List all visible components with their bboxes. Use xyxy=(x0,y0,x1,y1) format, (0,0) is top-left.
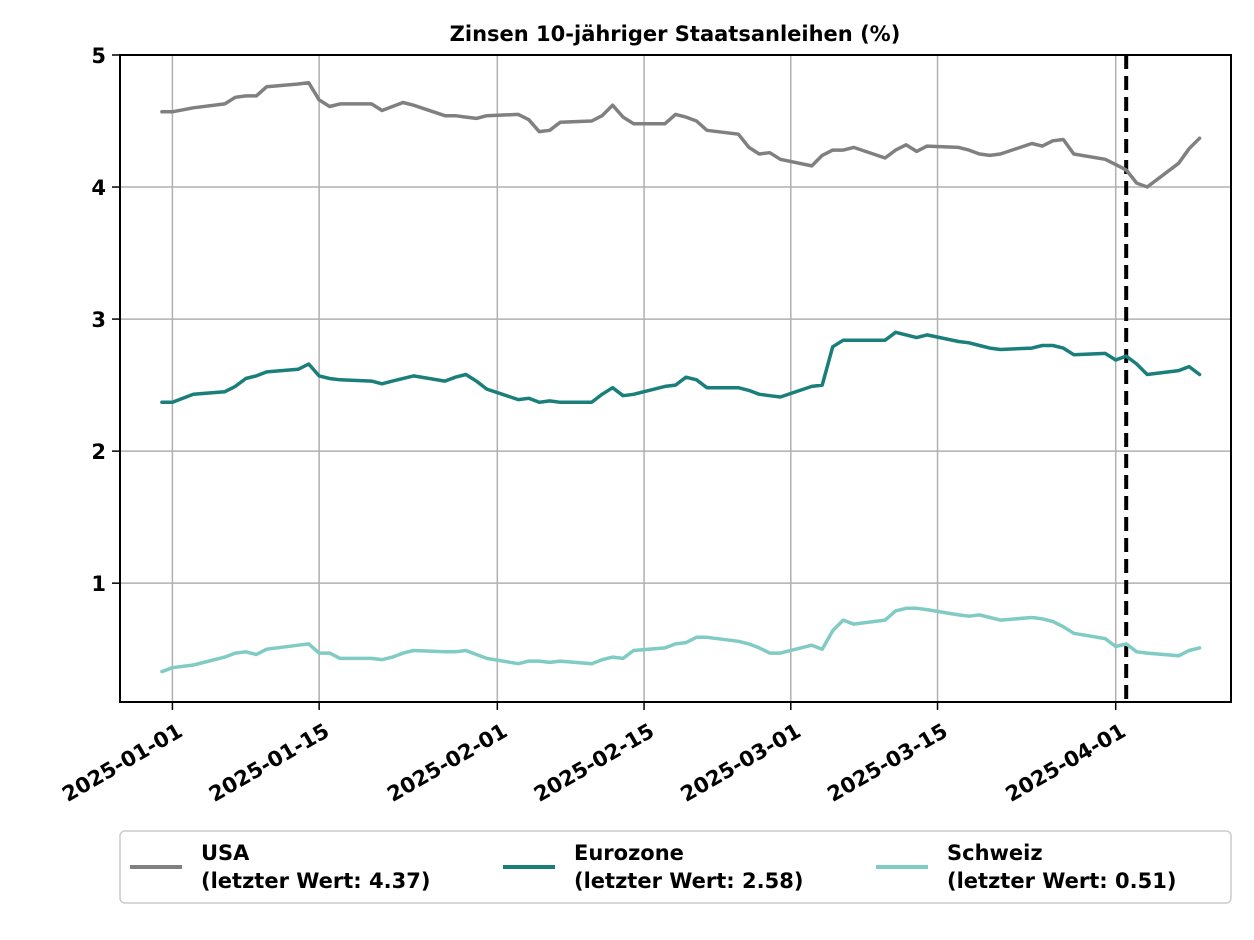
y-tick-label: 3 xyxy=(91,308,106,332)
legend-entry-schweiz: Schweiz (letzter Wert: 0.51) xyxy=(876,841,1176,893)
legend-label-eurozone: (letzter Wert: 2.58) xyxy=(574,869,803,893)
legend: USA (letzter Wert: 4.37) Eurozone (letzter … xyxy=(119,830,1232,904)
legend-label-usa: (letzter Wert: 4.37) xyxy=(201,869,430,893)
legend-label-schweiz: (letzter Wert: 0.51) xyxy=(947,869,1176,893)
y-tick-label: 2 xyxy=(91,440,106,464)
y-axis: 1 2 3 4 5 xyxy=(91,44,120,596)
legend-label-eurozone: Eurozone xyxy=(574,841,684,865)
y-tick-label: 4 xyxy=(91,176,106,200)
series-line-eurozone xyxy=(160,330,1202,405)
chart-title: Zinsen 10-jähriger Staatsanleihen (%) xyxy=(450,22,901,46)
legend-entry-eurozone: Eurozone (letzter Wert: 2.58) xyxy=(503,841,803,893)
grid-lines xyxy=(120,54,1231,702)
series-line-schweiz xyxy=(160,606,1202,674)
y-tick-label: 5 xyxy=(91,44,106,68)
legend-label-schweiz: Schweiz xyxy=(947,841,1043,865)
legend-entry-usa: USA (letzter Wert: 4.37) xyxy=(130,841,430,893)
series-lines xyxy=(160,80,1202,674)
y-tick-label: 1 xyxy=(91,572,106,596)
series-line-usa xyxy=(160,80,1202,189)
legend-label-usa: USA xyxy=(201,841,250,865)
legend-box xyxy=(119,830,1232,904)
plot-frame xyxy=(119,54,1232,703)
